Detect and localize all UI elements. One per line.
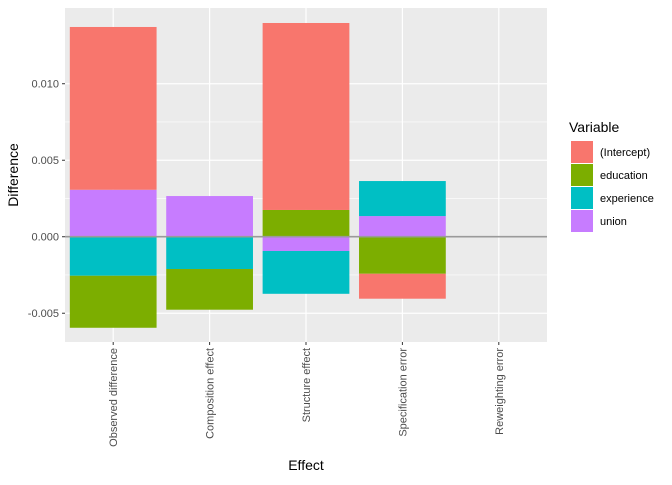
y-tick-label: 0.005 [31, 155, 59, 167]
legend-label: (Intercept) [600, 147, 650, 159]
legend-label: education [600, 170, 648, 182]
legend-label: experience [600, 193, 654, 205]
bar-segment-education [166, 269, 253, 310]
x-axis-title: Effect [288, 457, 324, 473]
bar-segment-education [262, 209, 350, 237]
y-tick-label: -0.005 [28, 308, 59, 320]
legend-key [571, 210, 593, 232]
bar-segment-union [69, 189, 157, 237]
bar-segment-union [262, 236, 350, 251]
x-tick-label: Reweighting error [494, 348, 506, 435]
y-axis-title: Difference [5, 143, 21, 207]
legend-key [571, 164, 593, 186]
bar-segment-education [69, 275, 157, 328]
legend-title: Variable [569, 119, 620, 135]
bar-segment-intercept [69, 26, 157, 190]
x-tick-label: Structure effect [301, 348, 313, 422]
bar-segment-experience [166, 236, 253, 270]
y-tick-label: 0.000 [31, 232, 59, 244]
bar-segment-education [359, 236, 446, 274]
y-tick-label: 0.010 [31, 79, 59, 91]
x-tick-label: Composition effect [205, 348, 217, 439]
x-tick-label: Specification error [397, 348, 409, 437]
bar-segment-experience [69, 236, 157, 276]
bar-segment-intercept [262, 22, 350, 210]
x-axis: Observed difference Composition effect Str… [108, 342, 506, 447]
legend-key [571, 187, 593, 209]
bar-segment-union [359, 216, 446, 237]
y-axis: -0.005 0.000 0.005 0.010 [28, 79, 65, 320]
legend: Variable (Intercept) education experience u… [569, 119, 654, 232]
bar-segment-intercept [359, 273, 446, 299]
bars [69, 22, 446, 328]
bar-segment-union [166, 196, 253, 237]
bar-segment-experience [262, 250, 350, 294]
legend-label: union [600, 216, 627, 228]
bar-segment-experience [359, 181, 446, 217]
x-tick-label: Observed difference [108, 348, 120, 447]
legend-key [571, 141, 593, 163]
